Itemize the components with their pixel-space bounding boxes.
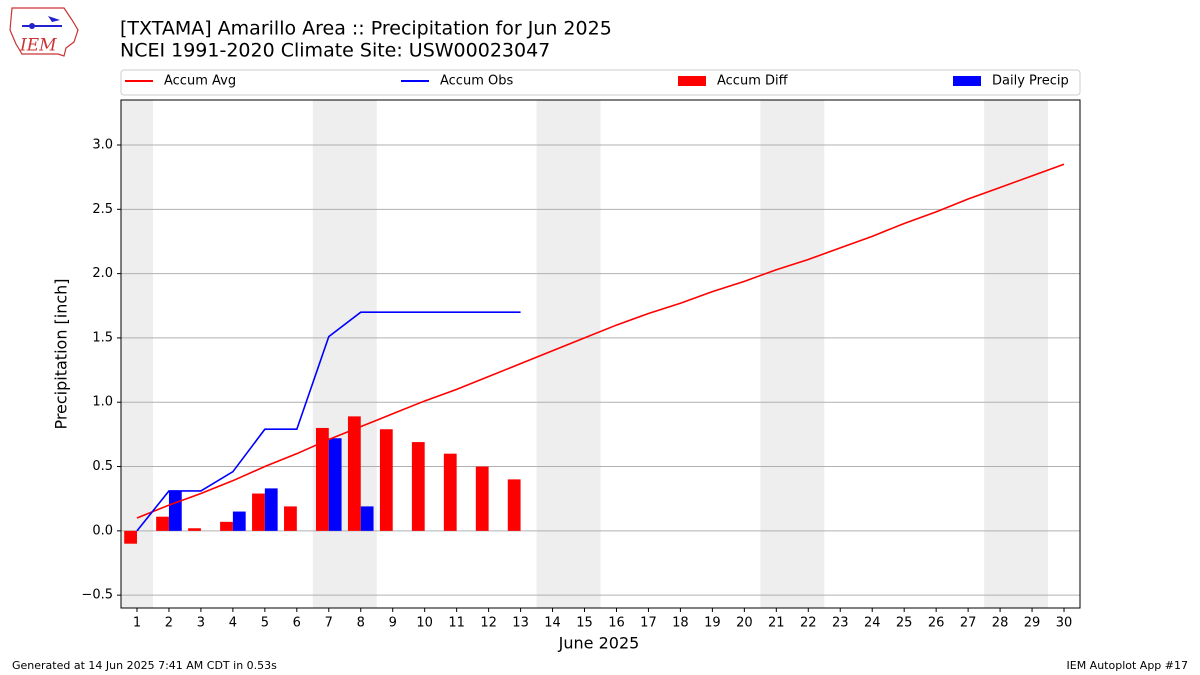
x-tick-label: 30 bbox=[1056, 616, 1073, 631]
x-tick-label: 21 bbox=[768, 616, 785, 631]
logo-dot bbox=[29, 23, 35, 29]
line bbox=[136, 311, 521, 532]
y-tick-label: 1.0 bbox=[92, 395, 113, 410]
x-tick-label: 14 bbox=[544, 616, 561, 631]
x-tick-label: 12 bbox=[480, 616, 497, 631]
legend-swatch bbox=[953, 76, 981, 86]
logo-outline bbox=[9, 7, 79, 57]
chart-subtitle: NCEI 1991-2020 Climate Site: USW00023047 bbox=[120, 40, 550, 62]
y-tick-label: −0.5 bbox=[81, 588, 113, 603]
bar bbox=[124, 530, 137, 544]
logo-text: IEM bbox=[19, 36, 57, 56]
x-tick-label: 3 bbox=[197, 616, 205, 631]
x-tick-label: 24 bbox=[864, 616, 881, 631]
logo: IEM bbox=[9, 7, 79, 57]
footer-left: Generated at 14 Jun 2025 7:41 AM CDT in … bbox=[12, 659, 277, 672]
x-tick-label: 17 bbox=[640, 616, 657, 631]
weekend-shade bbox=[760, 100, 825, 608]
x-tick-label: 1 bbox=[133, 616, 141, 631]
x-tick-label: 5 bbox=[261, 616, 269, 631]
plot-frame bbox=[120, 99, 1081, 609]
chart-title: [TXTAMA] Amarillo Area :: Precipitation … bbox=[120, 18, 612, 40]
bar bbox=[252, 493, 265, 531]
x-tick-label: 11 bbox=[448, 616, 465, 631]
bar bbox=[284, 506, 297, 531]
bar bbox=[315, 427, 329, 531]
x-tick-label: 7 bbox=[325, 616, 333, 631]
x-tick-label: 27 bbox=[960, 616, 977, 631]
legend-swatch bbox=[678, 76, 706, 86]
x-tick-label: 10 bbox=[416, 616, 433, 631]
y-tick-label: 2.0 bbox=[92, 266, 113, 281]
bar bbox=[220, 521, 233, 531]
x-tick-label: 4 bbox=[229, 616, 237, 631]
weekend-shade bbox=[121, 100, 153, 608]
legend-box bbox=[120, 69, 1081, 96]
x-tick-label: 16 bbox=[608, 616, 625, 631]
x-tick-label: 6 bbox=[293, 616, 301, 631]
x-tick-label: 22 bbox=[800, 616, 817, 631]
x-tick-label: 9 bbox=[389, 616, 397, 631]
bar bbox=[360, 506, 374, 531]
x-axis-label: June 2025 bbox=[558, 634, 640, 653]
bar bbox=[156, 516, 169, 531]
bar bbox=[328, 438, 342, 531]
x-tick-label: 29 bbox=[1024, 616, 1041, 631]
y-tick-label: 2.5 bbox=[92, 202, 113, 217]
x-tick-label: 28 bbox=[992, 616, 1009, 631]
weekend-shade bbox=[536, 100, 601, 608]
bar bbox=[443, 453, 457, 531]
legend-label: Accum Diff bbox=[717, 74, 789, 89]
legend-label: Daily Precip bbox=[992, 74, 1069, 89]
y-axis-label: Precipitation [inch] bbox=[52, 278, 71, 429]
x-tick-label: 13 bbox=[512, 616, 529, 631]
bar bbox=[475, 466, 489, 531]
line bbox=[136, 163, 1065, 519]
bar bbox=[347, 416, 361, 531]
weekend-shade bbox=[984, 100, 1049, 608]
x-tick-label: 2 bbox=[165, 616, 173, 631]
y-tick-label: 1.5 bbox=[92, 330, 113, 345]
logo-flag bbox=[48, 16, 60, 22]
x-tick-label: 15 bbox=[576, 616, 593, 631]
bar bbox=[232, 511, 246, 531]
x-tick-label: 19 bbox=[704, 616, 721, 631]
footer-right: IEM Autoplot App #17 bbox=[1067, 659, 1189, 672]
bar bbox=[507, 479, 521, 531]
legend-label: Accum Obs bbox=[440, 74, 513, 89]
x-tick-label: 20 bbox=[736, 616, 753, 631]
bar bbox=[411, 442, 425, 531]
y-tick-label: 0.0 bbox=[92, 523, 113, 538]
bar bbox=[188, 528, 201, 531]
bar bbox=[264, 488, 278, 531]
x-tick-label: 26 bbox=[928, 616, 945, 631]
y-tick-label: 0.5 bbox=[92, 459, 113, 474]
x-tick-label: 8 bbox=[357, 616, 365, 631]
bar bbox=[379, 429, 393, 531]
legend-label: Accum Avg bbox=[164, 74, 236, 89]
y-tick-label: 3.0 bbox=[92, 138, 113, 153]
x-tick-label: 18 bbox=[672, 616, 689, 631]
x-tick-label: 25 bbox=[896, 616, 913, 631]
x-tick-label: 23 bbox=[832, 616, 849, 631]
bar bbox=[168, 490, 182, 531]
